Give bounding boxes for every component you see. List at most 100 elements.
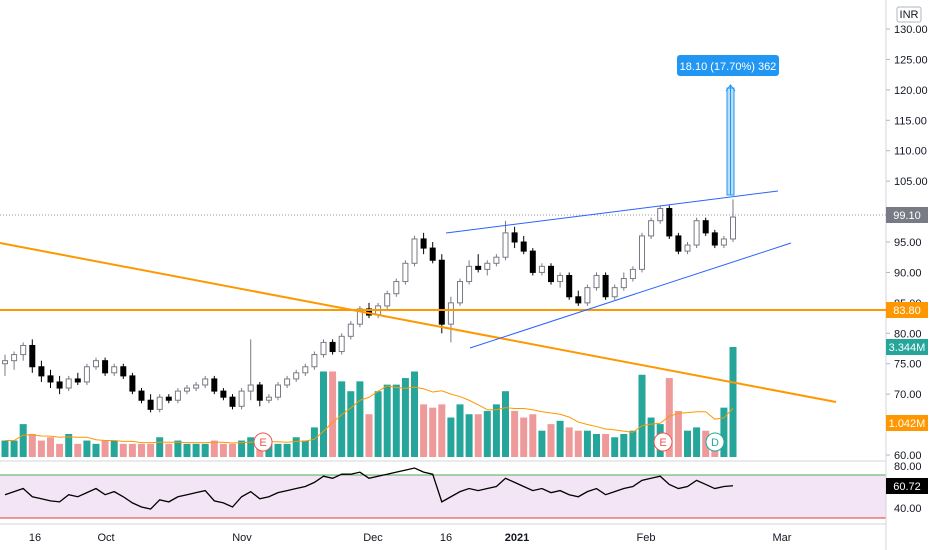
candle-up [402, 262, 409, 283]
candle-down [38, 366, 45, 377]
measure-arrow-icon [725, 84, 736, 92]
time-label: 16 [29, 532, 41, 544]
volume-bar [374, 391, 382, 457]
candle-down [138, 390, 145, 401]
candle-up [557, 274, 564, 283]
volume-bar [28, 433, 36, 457]
candle-down [702, 220, 709, 234]
candle-up [284, 378, 291, 386]
rsi-tick: 40.00 [894, 503, 922, 515]
price-tick: 75.00 [894, 359, 922, 371]
volume-last-tag [886, 339, 928, 355]
support-level-value: 83.80 [893, 305, 921, 317]
volume-bar [356, 381, 364, 457]
candle-down [56, 381, 63, 389]
volume-bar [128, 443, 136, 457]
rsi-axis[interactable]: 80.00 40.00 [894, 461, 922, 515]
volume-bar [292, 437, 300, 457]
candle-up [457, 281, 463, 304]
support-level-tag [886, 302, 928, 318]
candle-down [220, 390, 227, 398]
volume-bar [647, 417, 655, 457]
volume-bar [192, 443, 200, 457]
candle-up [193, 384, 200, 389]
wedge-upper-line[interactable] [445, 190, 779, 234]
time-label: Oct [97, 532, 114, 544]
volume-bar [674, 410, 682, 457]
volume-last-value: 3.344M [889, 342, 926, 354]
volume-bar [19, 424, 27, 457]
time-label-year: 2021 [505, 532, 529, 544]
candle-up [466, 265, 473, 283]
candle-up [302, 366, 309, 374]
candle-up [320, 341, 327, 356]
candle-up [411, 238, 418, 264]
candle-up [484, 262, 491, 270]
volume-bar [37, 440, 45, 457]
candle-up [384, 293, 391, 307]
volume-bar [65, 433, 73, 457]
volume-bar [538, 430, 546, 457]
candle-up [11, 354, 18, 362]
wedge-lower-line[interactable] [469, 242, 792, 349]
candle-down [666, 208, 673, 237]
earnings-marker-1[interactable]: E [253, 432, 273, 452]
candle-up [347, 323, 354, 337]
time-label: Mar [773, 532, 792, 544]
volume-bar [156, 437, 164, 457]
volume-bar [110, 440, 118, 457]
volume-bar [1, 440, 9, 457]
time-axis[interactable]: 16 Oct Nov Dec 16 2021 Feb Mar [29, 532, 792, 544]
volume-bar [565, 427, 573, 457]
volume-bar [529, 414, 537, 457]
candle-up [111, 366, 118, 374]
currency-badge[interactable] [896, 6, 922, 23]
volume-bar [401, 378, 409, 457]
volume-bar [483, 410, 491, 457]
candle-down [147, 399, 154, 410]
volume-bar [638, 374, 646, 457]
volume-bar [210, 440, 218, 457]
volume-ma-line [5, 385, 734, 444]
volume-bar [693, 427, 701, 457]
volume-bar [219, 443, 227, 457]
time-label: Feb [637, 532, 656, 544]
volume-bar [247, 437, 255, 457]
volume-bar [620, 433, 628, 457]
dividend-marker[interactable]: D [705, 432, 725, 452]
rsi-band [0, 475, 886, 518]
volume-bar [602, 433, 610, 457]
time-label: Dec [363, 532, 383, 544]
volume-bar [56, 443, 64, 457]
price-tick: 95.00 [894, 237, 922, 249]
volume-bar [301, 440, 309, 457]
measure-label-box[interactable] [677, 55, 779, 76]
price-tick: 110.00 [894, 146, 927, 158]
currency-label: INR [900, 9, 919, 21]
volume-bar [201, 443, 209, 457]
earnings-marker-label: E [659, 437, 666, 449]
candle-down [475, 265, 482, 270]
volume-bar [274, 443, 282, 457]
volume-bar [720, 407, 728, 457]
volume-bar [338, 381, 346, 457]
volume-bar [392, 384, 400, 457]
volume-bar [502, 391, 509, 457]
descending-trendline[interactable] [0, 242, 837, 403]
candle-down [566, 274, 573, 298]
volume-bar [583, 430, 591, 457]
candle-down [548, 265, 554, 283]
volume-bar [347, 391, 355, 457]
candle-up [584, 287, 591, 304]
candle-up [493, 256, 500, 264]
volume-bar [556, 420, 564, 457]
volume-bar [101, 440, 109, 457]
volume-bar [474, 414, 482, 457]
rsi-value-tag [886, 478, 928, 494]
price-tick: 90.00 [894, 267, 922, 279]
candle-down [102, 360, 109, 374]
earnings-marker-2[interactable]: E [653, 432, 673, 452]
volume-bar [265, 443, 273, 457]
candle-down [602, 274, 609, 298]
